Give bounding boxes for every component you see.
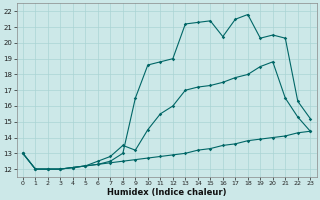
X-axis label: Humidex (Indice chaleur): Humidex (Indice chaleur) bbox=[107, 188, 226, 197]
